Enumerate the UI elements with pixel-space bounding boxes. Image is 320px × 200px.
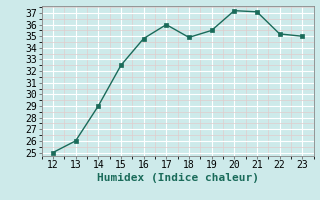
X-axis label: Humidex (Indice chaleur): Humidex (Indice chaleur): [97, 173, 259, 183]
